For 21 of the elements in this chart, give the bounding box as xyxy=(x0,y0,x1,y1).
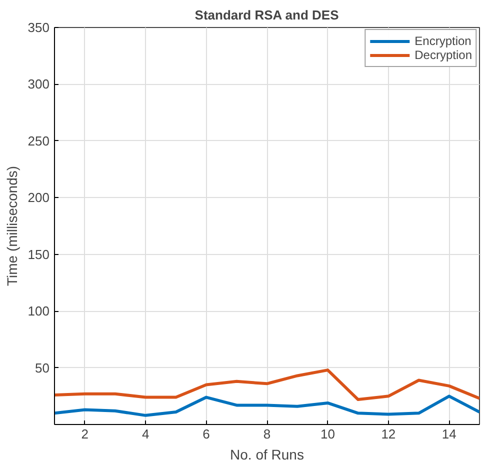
legend-label: Encryption xyxy=(414,34,472,48)
y-axis-title: Time (milliseconds) xyxy=(4,166,20,286)
y-tick-label: 200 xyxy=(28,190,50,206)
line-series xyxy=(54,368,480,402)
y-tick-label: 150 xyxy=(28,246,50,262)
chart-title: Standard RSA and DES xyxy=(194,8,340,22)
x-tick-label: 14 xyxy=(442,426,456,442)
x-axis-title: No. of Runs xyxy=(230,446,304,462)
y-tick-label: 300 xyxy=(28,76,50,92)
x-tick-label: 2 xyxy=(81,426,88,442)
y-tick-label: 250 xyxy=(28,133,50,148)
legend-label: Decryption xyxy=(414,48,472,62)
x-tick-label: 6 xyxy=(202,426,210,442)
line-series xyxy=(54,394,480,417)
x-tick-label: 12 xyxy=(381,426,396,442)
y-tick-label: 100 xyxy=(28,304,50,319)
y-tick-label: 50 xyxy=(35,360,50,376)
x-tick-label: 8 xyxy=(263,426,271,442)
y-tick-label: 350 xyxy=(28,20,50,35)
x-tick-label: 10 xyxy=(320,426,335,442)
x-tick-label: 4 xyxy=(142,426,150,442)
